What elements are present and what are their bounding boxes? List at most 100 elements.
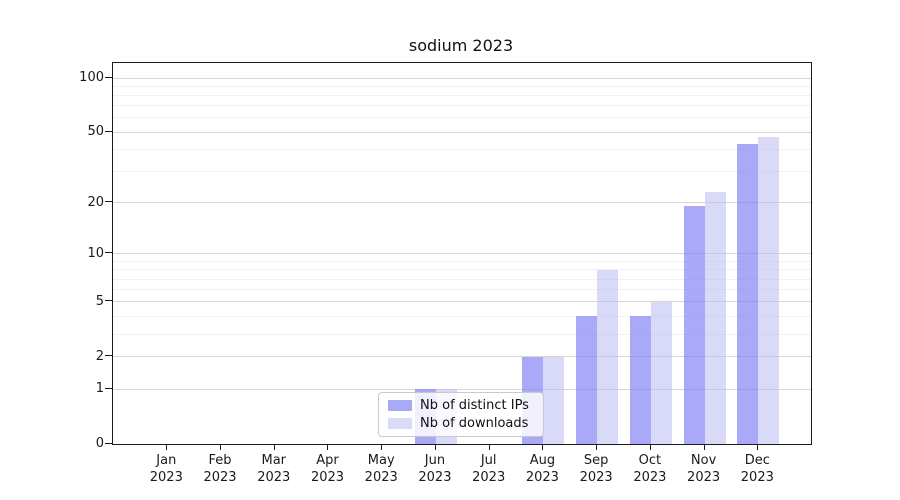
y-axis-tick-mark (105, 201, 112, 203)
x-tick-year: 2023 (525, 470, 559, 485)
y-axis-tick-label: 5 (95, 293, 104, 309)
y-axis-tick-mark (105, 76, 112, 78)
x-axis-tick-mark (703, 444, 705, 450)
bar-downloads (704, 191, 726, 444)
x-tick-year: 2023 (740, 470, 774, 485)
legend-label-downloads: Nb of downloads (420, 416, 529, 431)
x-axis-tick-label: Nov 2023 (669, 452, 739, 486)
x-axis-tick-label: Jan 2023 (131, 452, 201, 486)
x-axis-tick-mark (327, 444, 329, 450)
bar-downloads (543, 356, 565, 444)
bar-downloads (650, 301, 672, 444)
gridline-minor (113, 333, 811, 335)
x-axis-tick-label: Jul 2023 (454, 452, 524, 486)
x-tick-month: Sep (583, 453, 609, 468)
gridline-minor (113, 105, 811, 107)
y-axis-tick-label: 50 (87, 124, 104, 140)
y-axis-tick-mark (105, 252, 112, 254)
x-tick-month: Mar (261, 453, 287, 468)
plot-area (112, 62, 812, 445)
legend-swatch-distinct-ips (388, 400, 412, 411)
chart-title: sodium 2023 (408, 36, 514, 55)
gridline-layer (113, 63, 811, 444)
x-axis-tick-label: Oct 2023 (615, 452, 685, 486)
y-axis-tick-mark (105, 300, 112, 302)
gridline-minor (113, 278, 811, 280)
x-tick-year: 2023 (149, 470, 183, 485)
x-axis-tick-label: Dec 2023 (722, 452, 792, 486)
y-axis-tick-label: 0 (95, 436, 104, 451)
gridline-major (113, 253, 811, 255)
gridline-major (113, 131, 811, 133)
x-tick-month: Jan (156, 453, 177, 468)
x-tick-year: 2023 (257, 470, 291, 485)
legend-label-distinct-ips: Nb of distinct IPs (420, 398, 529, 413)
gridline-minor (113, 269, 811, 271)
x-tick-month: Aug (529, 453, 556, 468)
gridline-minor (113, 95, 811, 96)
y-axis-tick-label: 20 (87, 194, 104, 210)
x-axis-tick-mark (649, 444, 651, 450)
gridline-major (113, 356, 811, 358)
x-axis-tick-mark (542, 444, 544, 450)
gridline-minor (113, 171, 811, 173)
x-tick-month: May (367, 453, 395, 468)
legend-item-distinct-ips: Nb of distinct IPs (379, 398, 543, 413)
gridline-minor (113, 85, 811, 87)
x-tick-year: 2023 (472, 470, 506, 485)
gridline-minor (113, 149, 811, 150)
x-axis-tick-label: Aug 2023 (507, 452, 577, 486)
x-tick-month: Jun (424, 453, 446, 468)
x-tick-year: 2023 (579, 470, 613, 485)
legend: Nb of distinct IPs Nb of downloads (378, 392, 544, 437)
x-tick-year: 2023 (203, 470, 237, 485)
gridline-minor (113, 117, 811, 119)
gridline-major (113, 77, 811, 79)
y-axis-tick-mark (105, 355, 112, 357)
x-tick-month: Apr (316, 453, 339, 468)
x-tick-month: Feb (208, 453, 232, 468)
bar-distinct-ips (683, 206, 705, 444)
y-axis-tick-label: 100 (79, 70, 104, 85)
bar-distinct-ips (629, 316, 651, 444)
x-axis-tick-label: Sep 2023 (561, 452, 631, 486)
gridline-minor (113, 315, 811, 317)
x-tick-year: 2023 (687, 470, 721, 485)
bar-downloads (597, 269, 619, 444)
y-axis-tick-label: 2 (95, 348, 104, 364)
x-axis-tick-mark (220, 444, 222, 450)
gridline-major (113, 388, 811, 390)
x-tick-year: 2023 (310, 470, 345, 485)
x-tick-year: 2023 (633, 470, 667, 485)
y-axis-tick-label: 1 (95, 381, 104, 397)
x-tick-month: Jul (480, 453, 497, 468)
x-axis-tick-label: Jun 2023 (400, 452, 470, 486)
gridline-minor (113, 289, 811, 291)
bar-distinct-ips (576, 316, 598, 444)
x-axis-tick-mark (381, 444, 383, 450)
x-axis-tick-mark (488, 444, 490, 450)
x-axis-tick-label: Apr 2023 (292, 452, 362, 486)
x-axis-tick-mark (434, 444, 436, 450)
x-tick-year: 2023 (364, 470, 398, 485)
y-axis-tick-label: 10 (87, 245, 104, 261)
y-axis-tick-mark (105, 130, 112, 132)
x-axis-tick-label: Feb 2023 (185, 452, 255, 486)
x-axis-tick-mark (596, 444, 598, 450)
x-axis-tick-mark (273, 444, 275, 450)
x-tick-year: 2023 (418, 470, 452, 485)
bar-downloads (758, 137, 780, 444)
x-axis-tick-label: Mar 2023 (239, 452, 309, 486)
y-axis-tick-mark (105, 442, 112, 444)
y-axis-tick-mark (105, 387, 112, 389)
gridline-minor (113, 260, 811, 262)
legend-item-downloads: Nb of downloads (379, 416, 543, 431)
bar-distinct-ips (737, 143, 759, 444)
gridline-major (113, 202, 811, 204)
bar-layer (113, 63, 811, 444)
legend-swatch-downloads (388, 418, 412, 429)
x-axis-tick-mark (166, 444, 168, 450)
gridline-major (113, 301, 811, 303)
x-tick-month: Dec (744, 453, 770, 468)
